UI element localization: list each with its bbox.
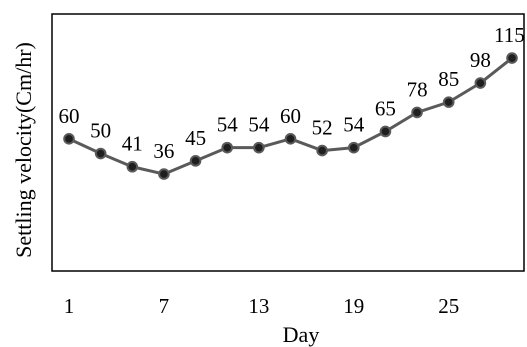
- data-label-7: 54: [248, 113, 270, 137]
- data-point-11: [379, 125, 392, 138]
- data-label-10: 54: [343, 113, 365, 137]
- data-point-3: [126, 160, 139, 173]
- data-point-12: [411, 106, 423, 119]
- x-tick-label-19: 19: [343, 294, 364, 318]
- data-point-10: [347, 141, 360, 154]
- data-label-14: 98: [470, 48, 491, 72]
- series-layer: [63, 52, 518, 180]
- data-point-5: [189, 155, 202, 167]
- data-point-13: [442, 96, 455, 108]
- data-label-5: 45: [185, 126, 206, 150]
- data-point-8: [284, 133, 297, 145]
- data-label-13: 85: [438, 67, 459, 91]
- x-tick-label-7: 7: [159, 294, 170, 318]
- data-label-3: 41: [122, 132, 143, 156]
- data-label-12: 78: [407, 77, 428, 101]
- data-label-8: 60: [280, 104, 301, 128]
- x-tick-label-25: 25: [438, 294, 459, 318]
- y-axis-label: Settling velocity(Cm/hr): [11, 42, 36, 258]
- data-point-9: [316, 144, 328, 157]
- data-label-2: 50: [90, 119, 111, 143]
- data-point-2: [94, 147, 107, 160]
- data-point-6: [221, 141, 234, 154]
- data-point-15: [506, 52, 518, 64]
- data-label-1: 60: [59, 104, 80, 128]
- x-tick-label-13: 13: [248, 294, 269, 318]
- data-label-4: 36: [153, 139, 174, 163]
- x-axis-label: Day: [283, 322, 320, 347]
- data-label-9: 52: [312, 116, 333, 140]
- data-point-14: [474, 77, 487, 89]
- x-tick-label-1: 1: [64, 294, 75, 318]
- x-tick-label-layer: 1 7 13 19 25: [64, 294, 459, 318]
- data-point-4: [158, 168, 170, 180]
- data-label-11: 65: [375, 96, 396, 120]
- data-point-1: [63, 133, 75, 145]
- data-point-7: [253, 141, 265, 154]
- plot-area-frame: [51, 13, 525, 272]
- data-label-6: 54: [217, 113, 239, 137]
- data-label-15: 115: [494, 23, 525, 47]
